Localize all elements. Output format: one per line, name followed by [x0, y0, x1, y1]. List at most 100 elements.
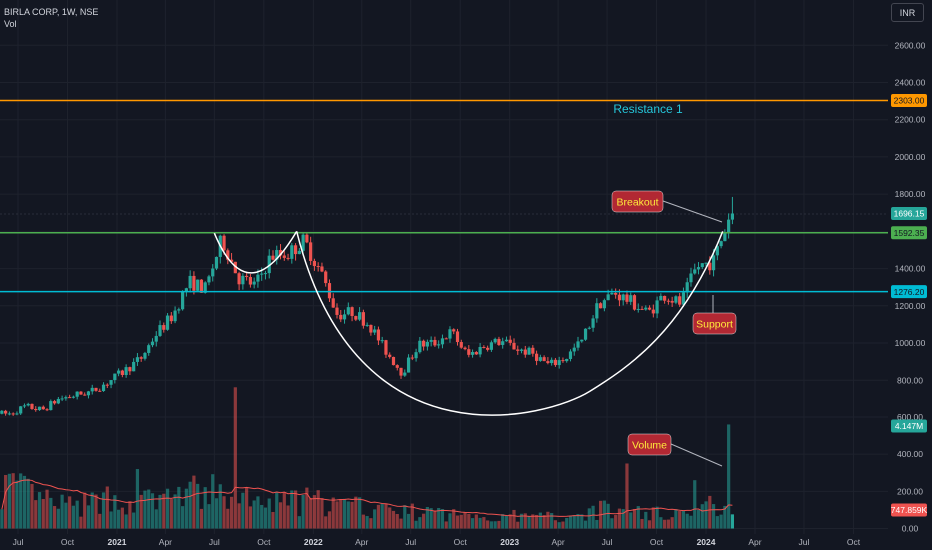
support-level-tag: [891, 285, 927, 299]
candle-body: [625, 294, 629, 302]
time-axis-tick-label: Apr: [748, 537, 761, 547]
candle-body: [68, 397, 72, 399]
candle-body: [173, 310, 177, 322]
candle-body: [670, 300, 674, 303]
candle-body: [455, 331, 460, 343]
candle-body: [644, 307, 648, 310]
volume-bar: [165, 488, 170, 529]
breakout-level-tag-label: 1592.35: [894, 228, 925, 238]
volume-bar: [22, 475, 27, 529]
volume-bar: [143, 490, 147, 529]
volume-bar: [373, 509, 377, 529]
volume-bar: [26, 478, 30, 529]
volume-bar: [11, 473, 15, 529]
volume-bar: [576, 514, 580, 529]
time-axis-tick-label: 2022: [304, 537, 323, 547]
volume-bar: [4, 474, 8, 529]
candle-body: [64, 397, 68, 399]
candle-body: [256, 274, 260, 282]
candle-body: [324, 271, 328, 284]
volume-bar: [647, 520, 652, 529]
volume-bar: [542, 515, 546, 529]
volume-bar: [282, 492, 286, 529]
volume-bar: [550, 513, 554, 529]
time-axis-tick-label: Jul: [602, 537, 613, 547]
volume-bar: [474, 514, 478, 529]
volume-bar: [75, 500, 79, 529]
candle-body: [229, 259, 234, 262]
price-axis-tick-label: 2000.00: [895, 152, 926, 162]
volume-bar: [139, 494, 143, 529]
currency-button[interactable]: INR: [891, 3, 924, 22]
candle-body: [663, 295, 667, 301]
candle-body: [331, 298, 335, 308]
candle-body: [339, 314, 343, 320]
candle-body: [373, 329, 377, 333]
volume-bar: [497, 520, 501, 529]
candle-body: [482, 347, 486, 349]
volume-bar: [659, 517, 663, 529]
candle-body: [305, 234, 309, 243]
volume-bar: [666, 519, 670, 529]
volume-bar: [685, 513, 689, 529]
volume-bar: [572, 515, 576, 529]
candle-body: [252, 281, 256, 285]
candle-body: [595, 303, 599, 319]
candle-body: [75, 391, 79, 397]
candle-body: [689, 273, 693, 283]
candle-body: [565, 358, 569, 362]
candle-body: [79, 391, 83, 395]
candle-body: [546, 361, 550, 364]
volume-bar: [399, 518, 403, 529]
volume-bar: [711, 504, 716, 529]
candle-body: [52, 401, 57, 404]
candle-body: [704, 262, 708, 264]
time-axis-tick-label: Apr: [551, 537, 564, 547]
volume-bar: [158, 494, 162, 529]
volume-bar: [162, 493, 166, 529]
volume-axis-tick-label: 400.00: [897, 449, 923, 459]
resistance-level-tag: [891, 94, 927, 108]
volume-bar: [207, 504, 211, 529]
time-axis-tick-label: Oct: [650, 537, 664, 547]
price-axis-tick-label: 1800.00: [895, 189, 926, 199]
candle-body: [534, 353, 539, 361]
time-axis-tick-label: Jul: [209, 537, 220, 547]
volume-bar: [651, 507, 655, 529]
candle-body: [685, 282, 689, 293]
volume-bar: [674, 509, 678, 529]
candle-body: [15, 413, 19, 415]
volume-bar: [83, 492, 87, 529]
candle-body: [165, 315, 170, 330]
volume-bar: [459, 514, 463, 529]
candle-body: [271, 255, 275, 260]
time-axis-tick-label: 2021: [108, 537, 127, 547]
volume-bar: [395, 513, 399, 529]
volume-bar: [19, 473, 23, 529]
candle-body: [723, 232, 727, 242]
candle-body: [71, 396, 76, 398]
candle-body: [666, 300, 670, 302]
volume-bar: [135, 469, 140, 529]
candle-body: [715, 246, 719, 256]
candle-body: [128, 367, 132, 372]
volume-bar: [538, 512, 542, 529]
volume-bar: [177, 486, 181, 529]
volume-ma-tag: [891, 503, 927, 517]
candle-body: [120, 370, 124, 375]
inner-cup-curve: [213, 230, 298, 274]
volume-bar: [406, 513, 411, 529]
volume-bar: [342, 498, 347, 529]
candle-body: [395, 365, 399, 368]
candle-body: [0, 410, 4, 414]
volume-bar: [602, 500, 606, 529]
volume-ma-tag-label: 747.859K: [891, 505, 928, 515]
candle-body: [263, 273, 268, 275]
candle-body: [557, 360, 561, 366]
volume-bar: [591, 505, 595, 529]
volume-bar: [467, 513, 471, 529]
candle-body: [467, 349, 471, 355]
candle-body: [350, 307, 354, 317]
candle-body: [659, 295, 663, 301]
